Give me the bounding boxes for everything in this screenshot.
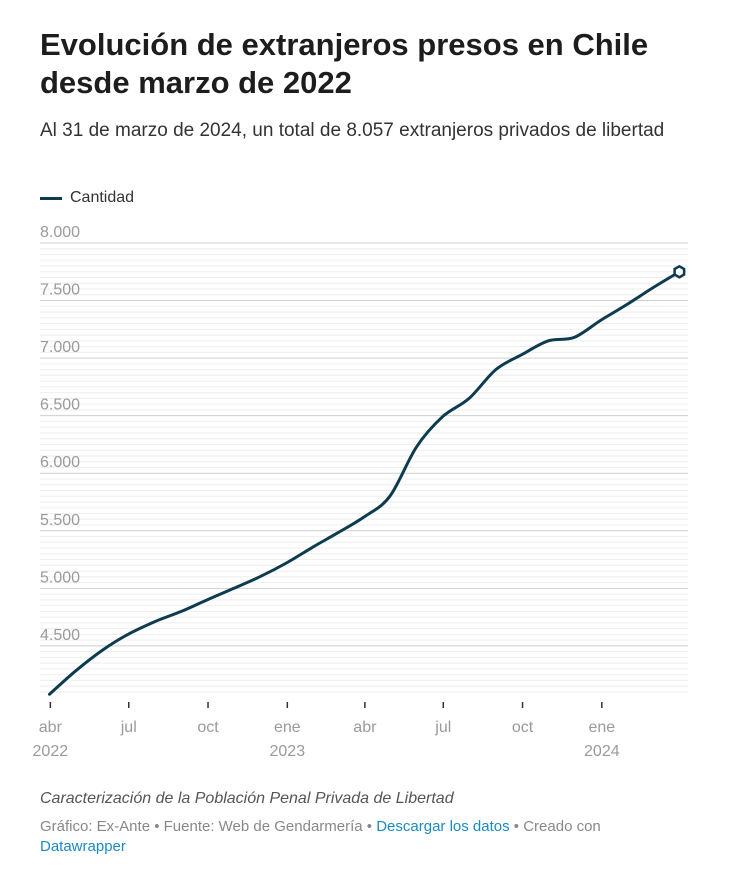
last-point-marker: [673, 264, 686, 279]
y-tick-label: 8.000: [40, 225, 80, 241]
x-tick-label: abr: [39, 719, 63, 736]
y-tick-label: 4.500: [40, 627, 80, 644]
x-axis: abr 2022 jul oct ene 2023 abr jul oct ene 2024: [33, 702, 620, 760]
y-tick-label: 7.000: [40, 339, 80, 356]
footer-source: Caracterización de la Población Penal Pr…: [40, 790, 454, 807]
y-tick-label: 5.500: [40, 512, 80, 529]
grid-lines: [40, 242, 688, 693]
credits-text: Gráfico: Ex-Ante • Fuente: Web de Gendar…: [40, 818, 377, 835]
legend-label: Cantidad: [70, 189, 135, 206]
legend: Cantidad: [40, 189, 134, 207]
x-tick-label: oct: [197, 719, 219, 736]
x-tick-year-label: 2024: [584, 743, 620, 760]
y-tick-label: 7.500: [40, 282, 80, 299]
y-tick-label: 6.000: [40, 454, 80, 471]
x-tick-label: ene: [588, 719, 615, 736]
legend-line-swatch: [40, 196, 62, 200]
x-tick-year-label: 2022: [33, 743, 69, 760]
credits-created-with: • Creado con: [509, 818, 601, 835]
x-tick-year-label: 2023: [270, 743, 306, 760]
chart-subtitle: Al 31 de marzo de 2024, un total de 8.05…: [40, 120, 665, 141]
x-tick-label: jul: [120, 719, 137, 736]
x-tick-label: ene: [274, 719, 301, 736]
chart-title: Evolución de extranjeros presos en Chile…: [40, 27, 649, 100]
line-chart: 8.000 7.500 7.000 6.500 6.000 5.500 5.000 4.500…: [33, 225, 688, 760]
last-point-hexagon: [673, 264, 686, 279]
y-tick-label: 5.000: [40, 569, 80, 586]
footer-credits: Gráfico: Ex-Ante • Fuente: Web de Gendar…: [40, 817, 700, 857]
x-tick-label: abr: [353, 719, 377, 736]
download-data-link[interactable]: Descargar los datos: [376, 818, 510, 835]
x-tick-label: jul: [434, 719, 451, 736]
y-tick-label: 6.500: [40, 397, 80, 414]
y-axis: 8.000 7.500 7.000 6.500 6.000 5.500 5.000 4.500: [40, 225, 80, 644]
datawrapper-link[interactable]: Datawrapper: [40, 838, 126, 855]
series-line-cantidad: [48, 270, 681, 696]
x-tick-label: oct: [512, 719, 534, 736]
